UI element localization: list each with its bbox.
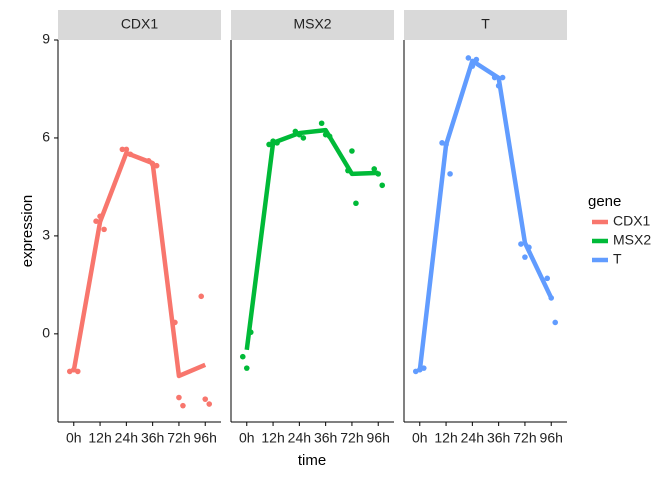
x-tick-label: 36h [487, 430, 510, 446]
data-point [522, 254, 528, 260]
panel-title: T [481, 16, 490, 32]
x-tick-label: 12h [261, 430, 284, 446]
data-point [101, 226, 107, 233]
mean-line [244, 127, 379, 351]
x-tick-label: 96h [367, 430, 390, 446]
legend-label: MSX2 [613, 232, 651, 248]
data-point [518, 241, 524, 247]
x-tick-label: 12h [434, 430, 457, 446]
data-point [349, 148, 355, 154]
x-tick-label: 96h [540, 430, 563, 446]
x-tick-label: 24h [461, 430, 484, 446]
data-point [544, 275, 551, 282]
panel-title: CDX1 [121, 16, 159, 32]
data-point [300, 135, 307, 141]
strip [58, 10, 221, 40]
data-point [93, 218, 99, 225]
data-point [447, 171, 453, 177]
data-point [180, 402, 186, 409]
data-point [243, 365, 250, 371]
data-point [465, 55, 472, 61]
y-axis-label: expression [19, 195, 36, 268]
data-point [552, 319, 559, 326]
mean-line [417, 58, 554, 372]
y-tick-label: 0 [42, 325, 50, 341]
y-tick-label: 3 [42, 227, 50, 243]
y-tick-label: 6 [42, 129, 50, 145]
data-point [202, 396, 209, 402]
data-point [318, 120, 325, 127]
x-tick-label: 24h [115, 430, 138, 446]
data-point [239, 353, 246, 360]
data-point [206, 401, 213, 407]
x-tick-label: 0h [66, 430, 82, 446]
strip [231, 10, 394, 40]
x-tick-label: 72h [340, 430, 363, 446]
y-tick-label: 9 [42, 31, 50, 47]
data-point [74, 368, 81, 375]
x-tick-label: 36h [314, 430, 337, 446]
x-tick-label: 24h [288, 430, 311, 446]
x-tick-label: 36h [141, 430, 164, 446]
data-point [379, 182, 386, 189]
data-point [198, 293, 205, 300]
data-point [123, 146, 130, 153]
x-tick-label: 12h [88, 430, 111, 446]
x-axis-label: time [298, 452, 326, 469]
x-tick-label: 96h [194, 430, 217, 446]
strip [404, 10, 567, 40]
mean-line [71, 150, 207, 379]
x-tick-label: 72h [513, 430, 536, 446]
data-point [353, 200, 359, 207]
data-point [176, 394, 182, 401]
x-tick-label: 72h [167, 430, 190, 446]
legend-label: T [613, 251, 622, 267]
x-tick-label: 0h [239, 430, 255, 446]
x-tick-label: 0h [412, 430, 428, 446]
panel-title: MSX2 [293, 16, 331, 32]
data-point [119, 146, 126, 153]
legend-label: CDX1 [613, 213, 651, 229]
data-point [499, 74, 506, 81]
legend-title: gene [588, 193, 621, 210]
data-point [371, 166, 378, 172]
